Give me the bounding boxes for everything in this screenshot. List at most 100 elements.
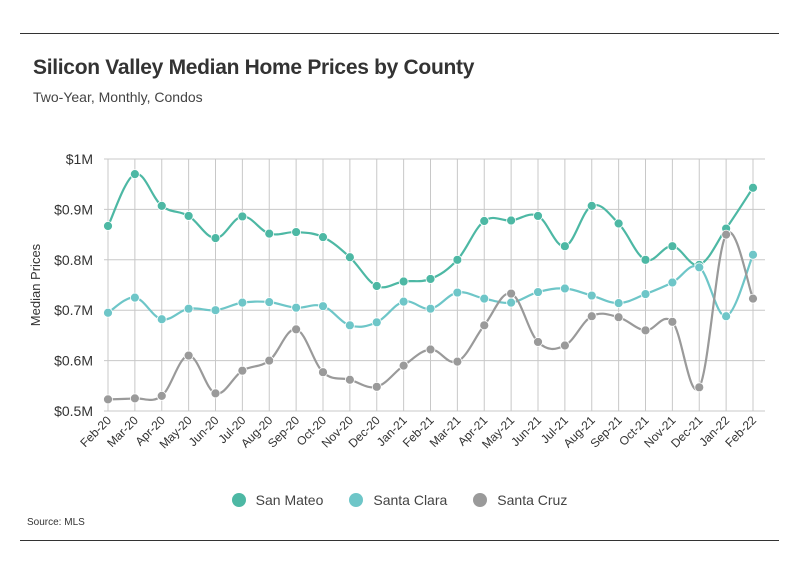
data-point-santa-cruz [210,388,221,399]
data-point-santa-cruz [318,367,328,378]
data-point-san-mateo [103,221,113,231]
bottom-rule [20,540,779,541]
data-point-santa-cruz [613,312,624,323]
x-tick-label: Mar-21 [427,413,464,450]
data-point-santa-clara [721,311,732,322]
data-point-san-mateo [640,254,651,265]
legend-label-san-mateo: San Mateo [255,492,324,508]
y-tick-label: $0.5M [54,403,93,419]
data-point-san-mateo [479,216,490,226]
data-point-santa-cruz [586,311,597,322]
data-point-santa-clara [291,302,302,313]
data-point-santa-clara [452,287,463,298]
data-point-san-mateo [237,211,248,222]
data-point-santa-cruz [640,325,651,336]
data-point-santa-clara [694,262,705,273]
data-point-santa-clara [129,292,140,303]
legend-label-santa-clara: Santa Clara [373,492,448,508]
x-tick-label: Feb-22 [722,413,759,450]
legend-marker-santa-clara [349,493,364,507]
data-point-santa-clara [318,301,328,312]
legend: San Mateo Santa Clara Santa Cruz [0,492,799,508]
legend-marker-san-mateo [231,493,246,507]
data-point-santa-cruz [291,324,302,335]
data-point-santa-cruz [721,229,732,240]
y-tick-label: $1M [66,151,93,167]
data-point-santa-clara [264,297,275,308]
x-tick-label: Jun-20 [186,413,222,449]
data-point-santa-cruz [156,390,167,401]
legend-item-san-mateo: San Mateo [231,492,324,508]
x-tick-label: Mar-20 [104,413,141,450]
data-point-santa-cruz [103,394,113,405]
y-tick-label: $0.9M [54,201,93,217]
data-point-san-mateo [318,232,328,243]
data-point-santa-clara [237,297,248,308]
data-point-santa-cruz [694,382,705,393]
y-tick-label: $0.8M [54,252,93,268]
data-point-santa-clara [533,287,543,297]
data-point-san-mateo [559,241,570,252]
y-tick-label: $0.6M [54,353,93,369]
data-point-santa-clara [506,297,517,308]
data-point-santa-clara [183,303,194,314]
data-point-santa-cruz [533,337,543,347]
data-point-san-mateo [264,228,275,239]
data-point-santa-cruz [183,350,194,361]
data-point-santa-clara [667,277,678,288]
legend-marker-santa-cruz [473,493,488,507]
data-point-santa-clara [425,303,436,314]
data-point-san-mateo [506,215,517,226]
data-point-santa-clara [398,296,409,307]
data-point-santa-cruz [237,365,248,376]
data-point-santa-clara [103,307,113,318]
legend-label-santa-cruz: Santa Cruz [497,492,568,508]
data-point-santa-cruz [344,374,355,385]
y-tick-label: $0.7M [54,302,93,318]
x-tick-label: Jun-21 [508,413,544,449]
data-point-santa-cruz [398,360,409,371]
data-point-santa-clara [586,290,597,301]
data-point-san-mateo [586,200,597,211]
data-point-santa-cruz [559,340,570,351]
data-point-santa-cruz [479,320,490,331]
chart-subtitle: Two-Year, Monthly, Condos [33,89,203,105]
data-point-san-mateo [210,233,221,244]
data-point-santa-cruz [452,356,463,367]
top-rule [20,33,779,34]
data-point-santa-clara [613,298,624,309]
data-point-san-mateo [533,211,543,221]
data-point-santa-cruz [748,293,758,304]
data-point-san-mateo [129,169,140,180]
data-point-santa-clara [559,283,570,294]
data-point-santa-cruz [371,381,382,392]
data-point-san-mateo [398,276,409,287]
chart-title: Silicon Valley Median Home Prices by Cou… [33,56,475,79]
data-point-san-mateo [344,252,355,263]
data-point-san-mateo [425,274,436,284]
data-point-san-mateo [371,281,382,291]
data-point-san-mateo [183,211,194,221]
data-point-santa-clara [210,305,221,316]
data-point-san-mateo [452,254,463,265]
data-point-santa-clara [748,249,758,260]
data-point-san-mateo [748,182,758,193]
series-points [103,169,758,405]
data-point-santa-clara [156,314,167,325]
data-point-san-mateo [291,227,302,237]
legend-item-santa-clara: Santa Clara [349,492,447,508]
data-point-san-mateo [613,218,624,229]
data-point-santa-cruz [129,393,140,404]
data-point-santa-clara [371,317,382,328]
data-point-santa-clara [640,289,651,299]
data-point-santa-cruz [667,316,678,327]
data-point-santa-clara [344,320,355,331]
data-point-santa-clara [479,293,490,304]
data-point-san-mateo [667,241,678,252]
y-axis-label: Median Prices [28,243,43,326]
data-point-santa-cruz [264,355,275,366]
grid-layer [104,158,765,412]
legend-item-santa-cruz: Santa Cruz [473,492,567,508]
source-note: Source: MLS [27,517,85,528]
